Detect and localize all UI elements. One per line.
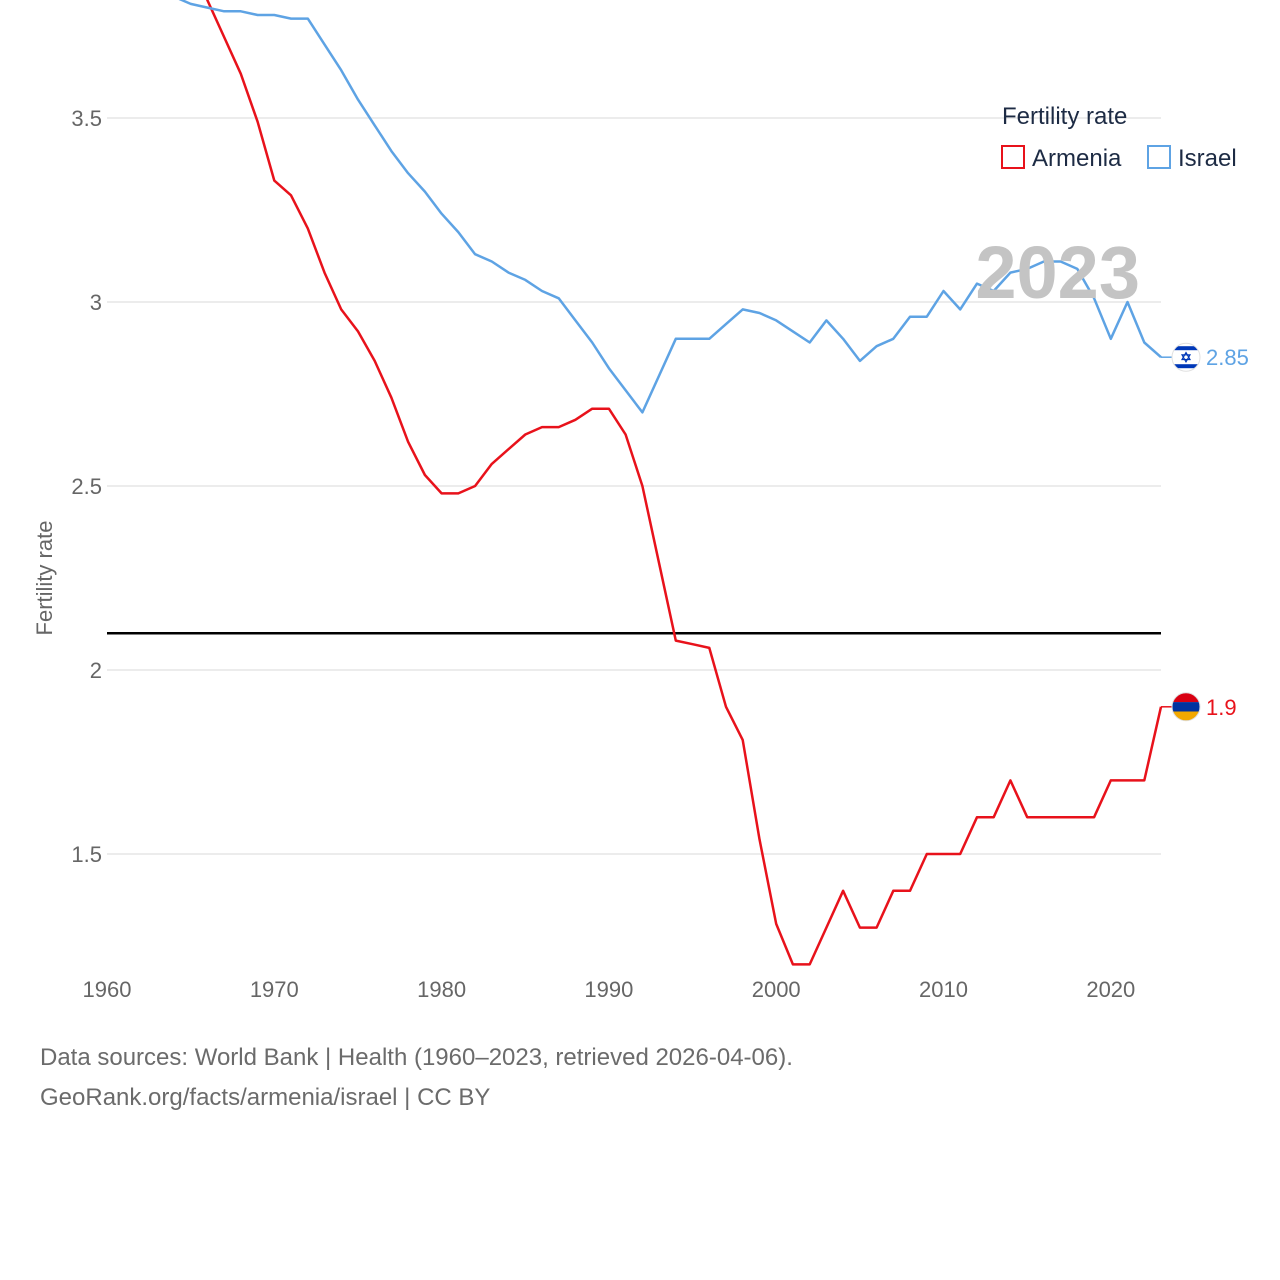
legend-swatch-israel[interactable] bbox=[1147, 145, 1171, 169]
series-line-israel[interactable] bbox=[107, 0, 1162, 414]
footer-link[interactable]: GeoRank.org/facts/armenia/israel | CC BY bbox=[40, 1084, 491, 1111]
gridlines bbox=[107, 117, 1161, 855]
legend-swatch-armenia[interactable] bbox=[1001, 145, 1025, 169]
year-label: 2023 bbox=[975, 231, 1140, 314]
x-tick-label: 1960 bbox=[83, 977, 132, 1002]
armenia-flag-icon bbox=[1171, 692, 1201, 722]
x-tick-label: 1970 bbox=[250, 977, 299, 1002]
x-tick-label: 2000 bbox=[752, 977, 801, 1002]
legend-label-armenia[interactable]: Armenia bbox=[1032, 145, 1122, 172]
y-tick-label: 2 bbox=[90, 658, 102, 683]
legend: Fertility rate Armenia Israel bbox=[1001, 103, 1237, 172]
y-axis-ticks: 1.522.533.544.5 bbox=[71, 106, 102, 867]
legend-label-israel[interactable]: Israel bbox=[1178, 145, 1237, 172]
y-tick-label: 2.5 bbox=[71, 474, 102, 499]
footer-data-sources: Data sources: World Bank | Health (1960–… bbox=[40, 1044, 793, 1071]
y-tick-label: 1.5 bbox=[71, 842, 102, 867]
legend-title: Fertility rate bbox=[1002, 103, 1127, 130]
y-tick-label: 3.5 bbox=[71, 106, 102, 131]
series-lines bbox=[107, 0, 1163, 966]
end-value-label-israel: 2.85 bbox=[1206, 345, 1249, 370]
x-tick-label: 2010 bbox=[919, 977, 968, 1002]
series-end-markers: 1.9 2.85 bbox=[1161, 342, 1249, 722]
x-axis-ticks: 1960 1970 1980 1990 2000 2010 2020 bbox=[83, 977, 1136, 1002]
end-value-label-armenia: 1.9 bbox=[1206, 695, 1237, 720]
series-line-armenia[interactable] bbox=[107, 0, 1163, 966]
y-axis-title: Fertility rate bbox=[32, 521, 57, 636]
x-tick-label: 1990 bbox=[584, 977, 633, 1002]
y-tick-label: 3 bbox=[90, 290, 102, 315]
x-tick-label: 2020 bbox=[1086, 977, 1135, 1002]
israel-flag-icon bbox=[1171, 342, 1201, 372]
x-tick-label: 1980 bbox=[417, 977, 466, 1002]
